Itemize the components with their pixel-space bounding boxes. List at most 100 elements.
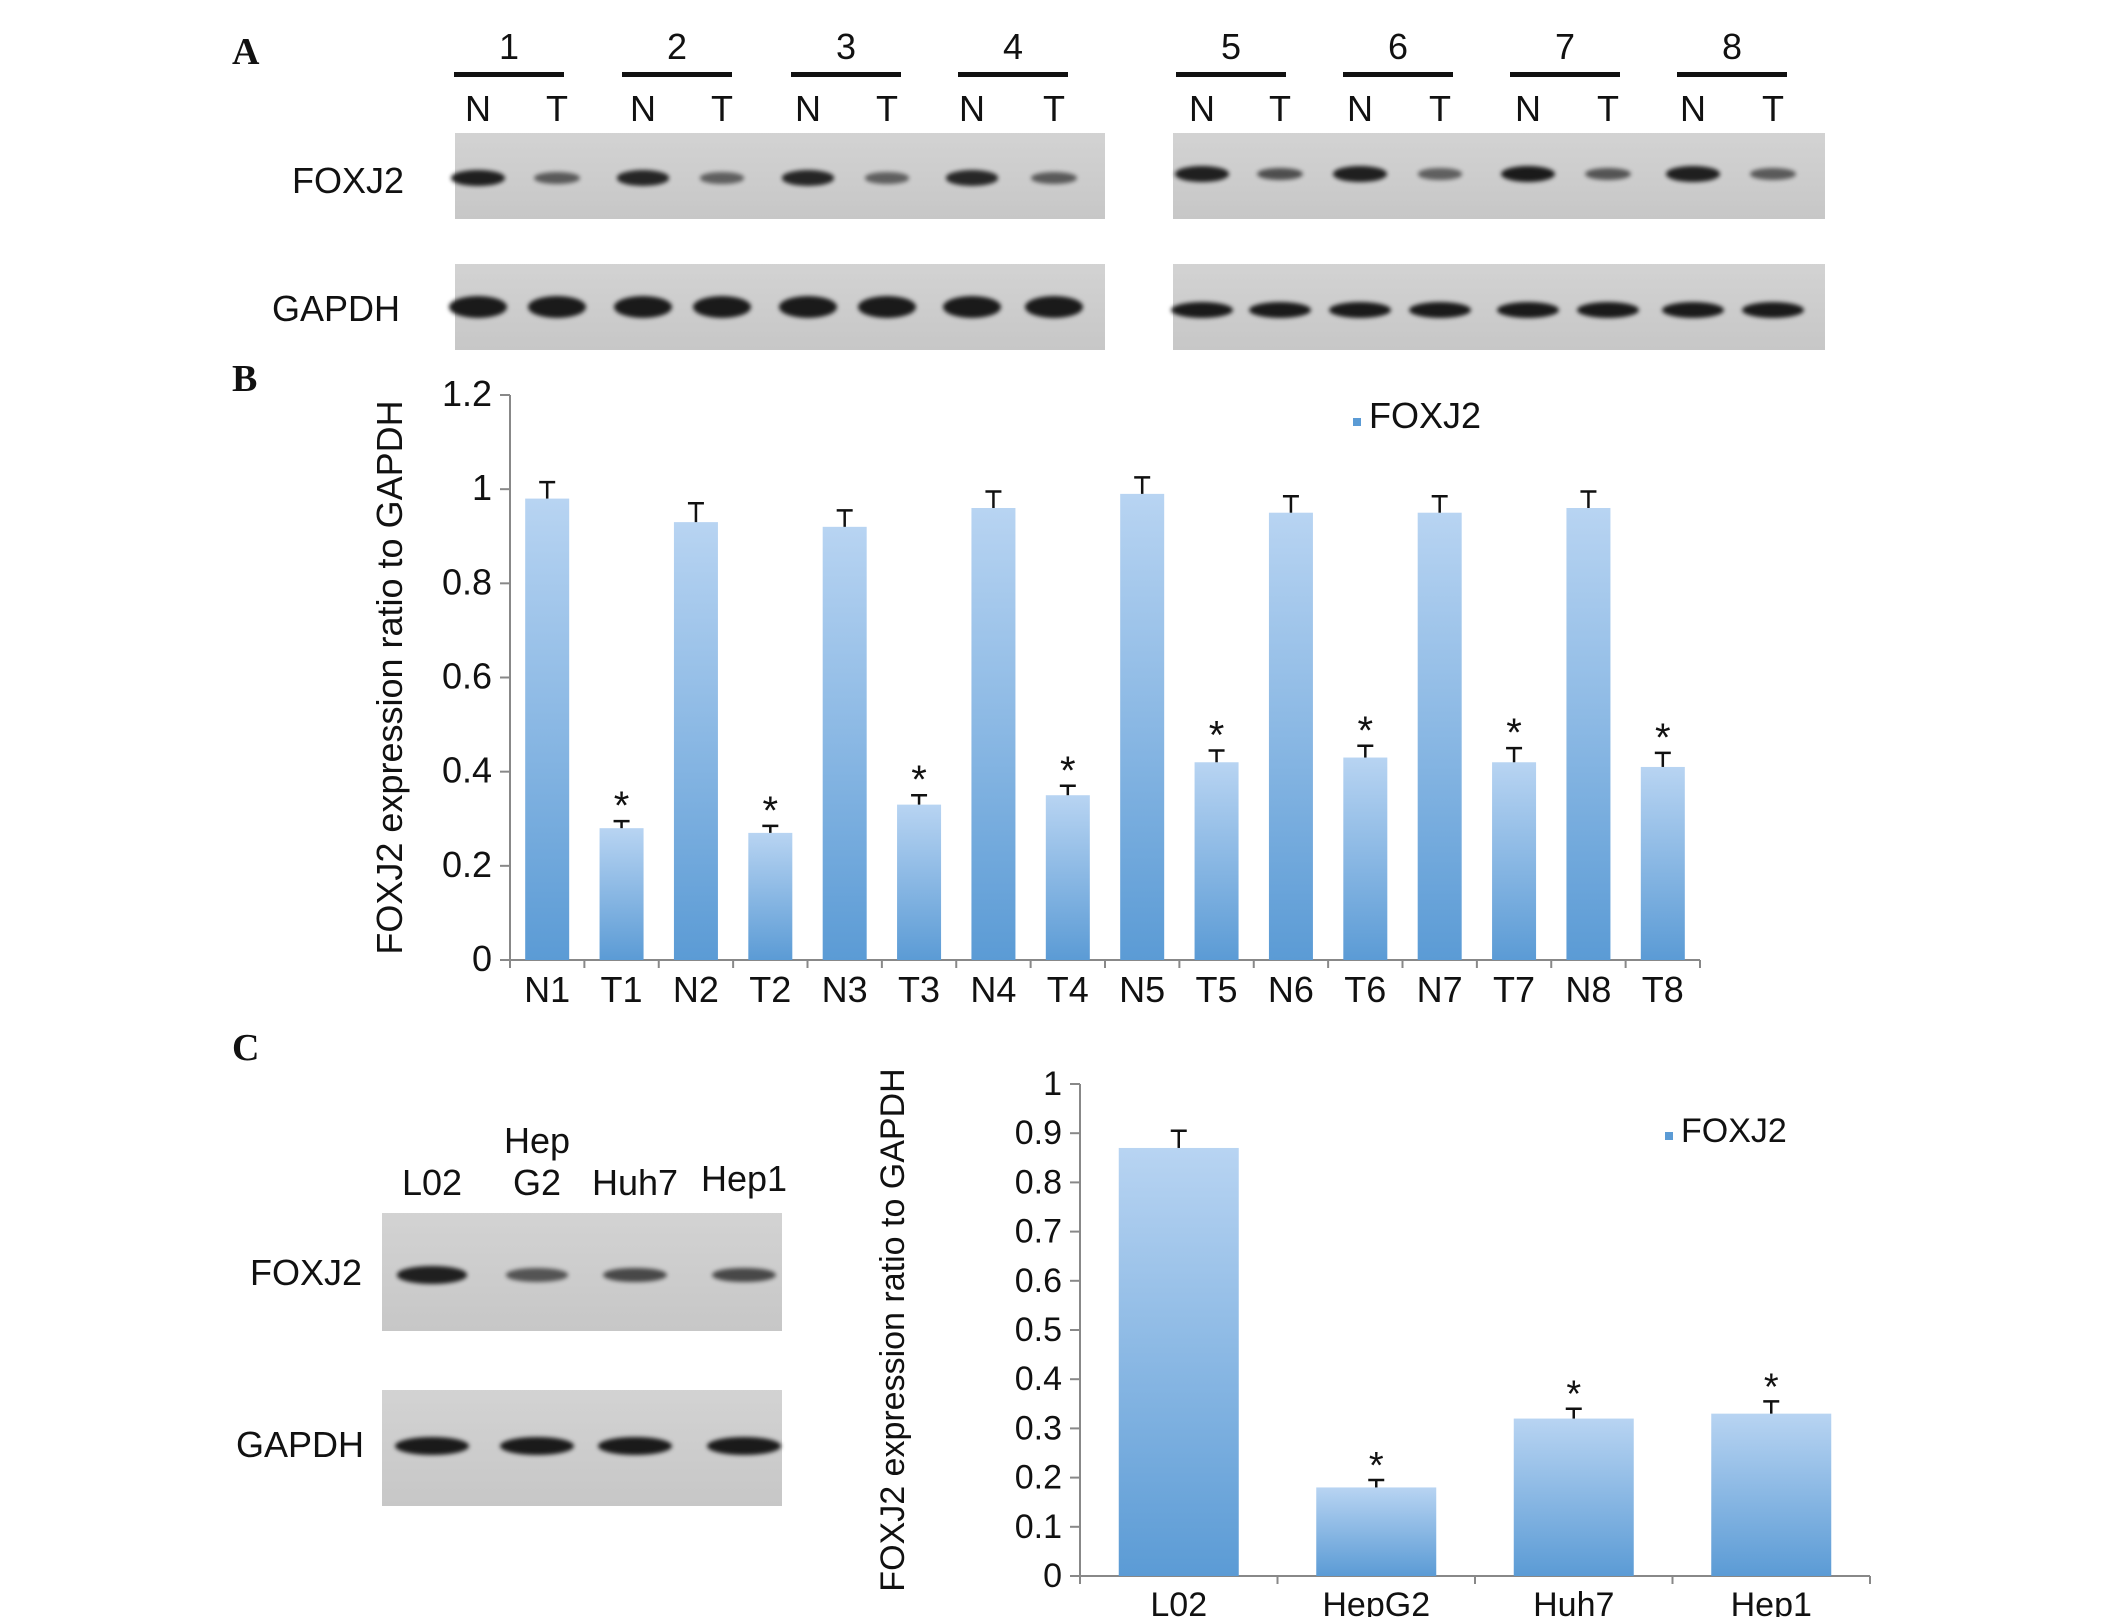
y-tick-label: 1: [1043, 1065, 1062, 1103]
y-tick-label: 0.8: [1015, 1163, 1062, 1201]
blot-band: [943, 296, 1001, 318]
blot-band: [500, 1437, 574, 1455]
pair-underline: [958, 72, 1068, 77]
y-tick-label: 0.6: [1015, 1262, 1062, 1300]
x-tick-label: N5: [1119, 969, 1165, 1010]
x-tick-label: HepG2: [1322, 1586, 1430, 1617]
x-tick-label: Huh7: [1533, 1586, 1614, 1617]
panel-letter-c: C: [232, 1027, 260, 1069]
pair-number: 3: [835, 26, 857, 67]
y-tick-label: 0: [472, 938, 492, 979]
row-label-gapdh: GAPDH: [236, 1424, 365, 1465]
blot-band: [1742, 302, 1804, 318]
y-tick-label: 1.2: [442, 373, 492, 414]
significance-marker: *: [614, 784, 630, 828]
pair-number: 5: [1220, 26, 1242, 67]
bar: [822, 526, 867, 960]
blot-band: [528, 296, 586, 318]
bar: [1316, 1487, 1437, 1576]
lane-label: N: [1680, 88, 1706, 129]
y-tick-label: 0.9: [1015, 1114, 1062, 1152]
y-tick-label: 0.6: [442, 656, 492, 697]
blot-band: [1333, 166, 1387, 182]
blot-band: [1329, 302, 1391, 318]
y-tick-label: 0.2: [442, 844, 492, 885]
bar: [1268, 512, 1313, 960]
y-tick-label: 0.5: [1015, 1311, 1062, 1349]
significance-marker: *: [763, 789, 779, 833]
lane-label: N: [1189, 88, 1215, 129]
blot-band: [1497, 302, 1559, 318]
x-tick-label: N2: [673, 969, 719, 1010]
significance-marker: *: [1209, 713, 1225, 757]
bar: [1417, 512, 1462, 960]
legend-label: FOXJ2: [1369, 395, 1481, 436]
x-tick-label: Hep1: [1731, 1586, 1812, 1617]
pair-number: 2: [666, 26, 688, 67]
x-tick-label: T6: [1344, 969, 1386, 1010]
x-tick-label: N3: [822, 969, 868, 1010]
pair-number: 8: [1721, 26, 1743, 67]
chart-b: 0 0.2 0.4 0.6 0.8 1 1.2 N1 * T1 N2 * T2 N3 * T3 N4 * T4 N5 *…: [369, 373, 1701, 1010]
blot-band: [1662, 302, 1724, 318]
legend-swatch: [1353, 418, 1361, 426]
blot-band: [616, 170, 670, 186]
blot-band: [1171, 302, 1233, 318]
lane-label: T: [1762, 88, 1784, 129]
cell-line-label: Huh7: [591, 1162, 679, 1203]
lane-label: N: [1347, 88, 1373, 129]
panel-letter-b: B: [232, 358, 258, 400]
blot-band: [858, 296, 916, 318]
y-tick-label: 0.7: [1015, 1213, 1062, 1251]
bar: [971, 508, 1016, 960]
blot-band: [1025, 296, 1083, 318]
blot-band: [864, 172, 910, 184]
blot-band: [1585, 168, 1631, 180]
blot-band: [1175, 166, 1229, 182]
x-tick-label: T2: [749, 969, 791, 1010]
x-tick-label: T8: [1642, 969, 1684, 1010]
y-axis-label: FOXJ2 expression ratio to GAPDH: [369, 400, 410, 954]
y-tick-label: 0.1: [1015, 1508, 1062, 1546]
x-tick-label: T7: [1493, 969, 1535, 1010]
pair-number: 1: [498, 26, 520, 67]
lane-label: T: [546, 88, 568, 129]
pair-underline: [1343, 72, 1453, 77]
row-label-gapdh: GAPDH: [272, 288, 401, 329]
blot-band: [1501, 166, 1555, 182]
x-tick-label: N8: [1565, 969, 1611, 1010]
x-tick-label: T3: [898, 969, 940, 1010]
blot-band: [1577, 302, 1639, 318]
blot-band: [1417, 168, 1463, 180]
blot-band: [699, 172, 745, 184]
pair-underline: [1510, 72, 1620, 77]
legend-label: FOXJ2: [1681, 1112, 1787, 1150]
pair-underline: [454, 72, 564, 77]
bar: [1045, 795, 1090, 960]
blot-band: [614, 296, 672, 318]
y-tick-label: 0.3: [1015, 1409, 1062, 1447]
y-tick-label: 0.4: [442, 750, 492, 791]
cell-line-label: G2: [512, 1162, 562, 1203]
bar: [673, 522, 718, 960]
bar: [525, 498, 570, 960]
chart-c: 0 0.1 0.2 0.3 0.4 0.5 0.6 0.7 0.8 0.9 1 L02 * HepG2 * H…: [874, 1065, 1871, 1617]
x-tick-label: N1: [524, 969, 570, 1010]
significance-marker: *: [1369, 1445, 1384, 1487]
blot-band: [506, 1268, 568, 1282]
lane-label: N: [959, 88, 985, 129]
blot-band: [534, 172, 580, 184]
significance-marker: *: [1060, 749, 1076, 793]
pair-underline: [1176, 72, 1286, 77]
lane-label: T: [1043, 88, 1065, 129]
blot-band: [693, 296, 751, 318]
blot-band: [1409, 302, 1471, 318]
lane-label: T: [711, 88, 733, 129]
blot-band: [712, 1267, 776, 1283]
significance-marker: *: [911, 758, 927, 802]
pair-underline: [622, 72, 732, 77]
pair-underline: [1677, 72, 1787, 77]
significance-marker: *: [1506, 711, 1522, 755]
bar: [1120, 493, 1165, 960]
cell-line-label: Hep1: [700, 1158, 788, 1199]
